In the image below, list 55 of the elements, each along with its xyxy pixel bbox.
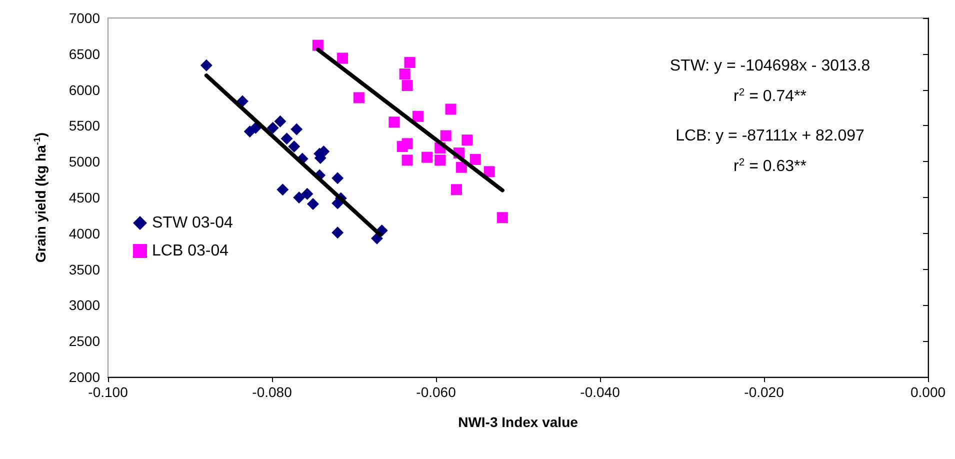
y-tick-label: 4000 bbox=[68, 225, 100, 242]
y-tick-label: 5500 bbox=[68, 118, 100, 134]
point bbox=[293, 192, 306, 204]
point bbox=[456, 162, 467, 173]
x-axis-title: NWI-3 Index value bbox=[458, 414, 578, 430]
y-tick-label: 6500 bbox=[68, 46, 100, 62]
y-axis-title: Grain yield (kg ha-1) bbox=[32, 132, 48, 263]
point bbox=[404, 57, 416, 68]
legend-label: LCB 03-04 bbox=[152, 242, 229, 260]
x-tick-label: -0.060 bbox=[416, 384, 456, 400]
point bbox=[276, 184, 289, 196]
point bbox=[250, 122, 262, 134]
y-tick-label: 4500 bbox=[68, 190, 100, 206]
point bbox=[288, 140, 300, 153]
point bbox=[402, 80, 413, 91]
point bbox=[290, 123, 303, 136]
y-tick-label: 3500 bbox=[68, 261, 100, 278]
point bbox=[307, 198, 319, 210]
x-tick-label: -0.020 bbox=[744, 384, 784, 400]
point bbox=[337, 52, 348, 64]
point bbox=[445, 104, 456, 115]
point bbox=[332, 226, 344, 239]
point bbox=[421, 152, 432, 163]
point bbox=[301, 188, 314, 200]
y-tick-label: 5000 bbox=[68, 154, 100, 170]
annotation: STW: y = -104698x - 3013.8 bbox=[670, 58, 870, 74]
y-tick-label: 2000 bbox=[68, 369, 100, 385]
x-tick-label: 0.000 bbox=[910, 384, 946, 400]
point bbox=[451, 184, 462, 196]
point bbox=[496, 212, 508, 224]
point bbox=[332, 172, 344, 184]
point bbox=[396, 141, 408, 152]
legend-label: STW 03-04 bbox=[152, 214, 234, 232]
y-tick-label: 7000 bbox=[68, 10, 100, 26]
point bbox=[462, 134, 473, 146]
y-tick-label: 2500 bbox=[68, 333, 100, 350]
y-tick-label: 3000 bbox=[68, 297, 100, 314]
point bbox=[388, 116, 400, 128]
point bbox=[434, 154, 446, 166]
point bbox=[440, 130, 452, 142]
point bbox=[274, 115, 286, 128]
point bbox=[402, 154, 413, 166]
x-tick-label: -0.040 bbox=[580, 384, 620, 400]
x-tick-label: -0.100 bbox=[88, 384, 128, 400]
y-tick-label: 6000 bbox=[68, 82, 100, 98]
point bbox=[280, 132, 293, 145]
point bbox=[353, 92, 364, 104]
point bbox=[470, 154, 481, 165]
point bbox=[200, 59, 212, 72]
x-tick-label: -0.080 bbox=[252, 384, 292, 400]
point bbox=[484, 166, 495, 178]
annotation: LCB: y = -87111x + 82.097 bbox=[676, 128, 865, 144]
point bbox=[266, 122, 279, 134]
point bbox=[399, 68, 410, 80]
point bbox=[412, 110, 424, 122]
